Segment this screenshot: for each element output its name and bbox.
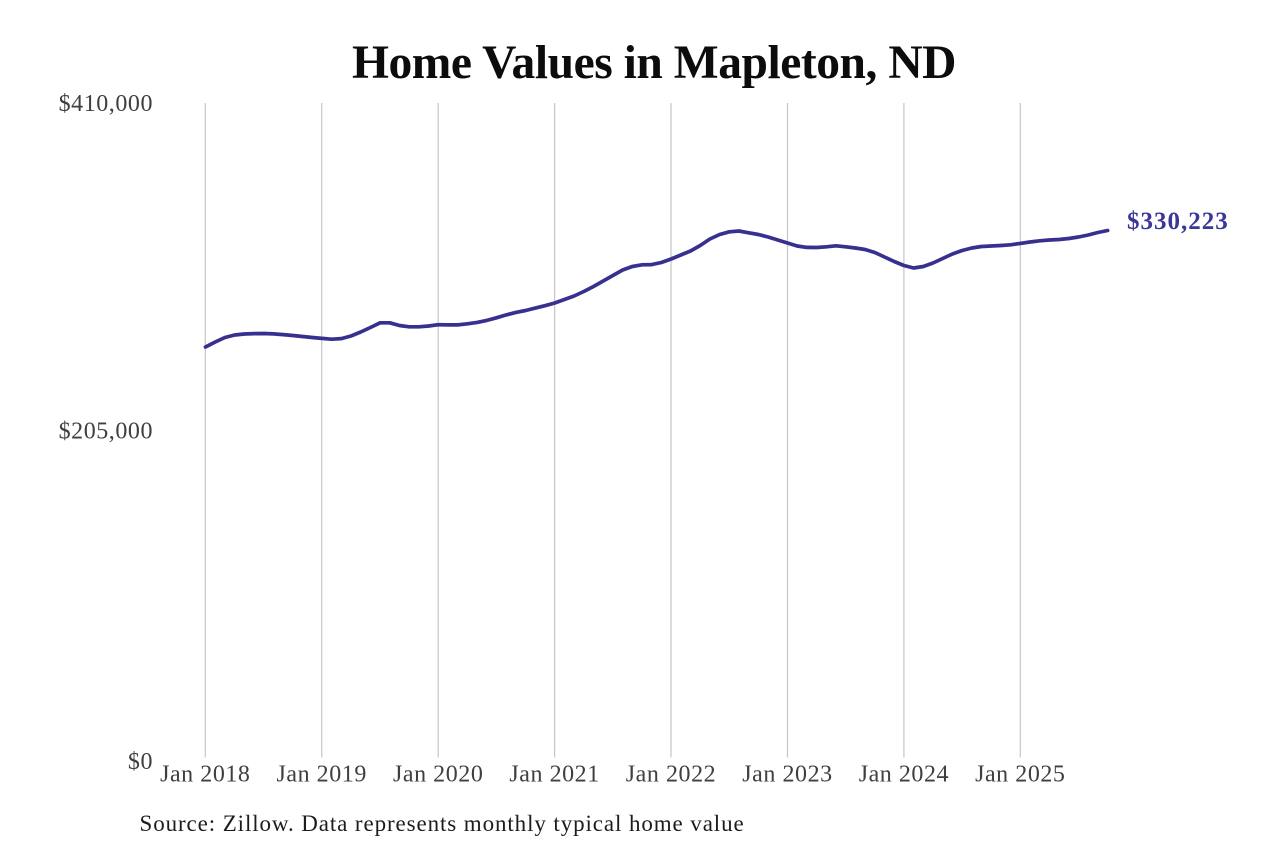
svg-text:$410,000: $410,000 xyxy=(59,91,153,117)
svg-text:Source: Zillow. Data represent: Source: Zillow. Data represents monthly … xyxy=(140,811,745,836)
svg-text:Jan 2021: Jan 2021 xyxy=(509,762,599,788)
svg-text:Jan 2018: Jan 2018 xyxy=(160,762,250,788)
svg-text:Jan 2019: Jan 2019 xyxy=(276,762,366,788)
svg-text:Jan 2024: Jan 2024 xyxy=(859,762,949,788)
svg-text:Jan 2022: Jan 2022 xyxy=(626,762,716,788)
svg-text:Jan 2020: Jan 2020 xyxy=(393,762,483,788)
svg-text:Jan 2023: Jan 2023 xyxy=(742,762,832,788)
svg-text:$205,000: $205,000 xyxy=(59,419,153,445)
svg-text:Home Values in Mapleton, ND: Home Values in Mapleton, ND xyxy=(352,37,956,89)
svg-text:Jan 2025: Jan 2025 xyxy=(975,762,1065,788)
svg-text:$330,223: $330,223 xyxy=(1127,208,1229,235)
svg-text:$0: $0 xyxy=(128,749,153,775)
